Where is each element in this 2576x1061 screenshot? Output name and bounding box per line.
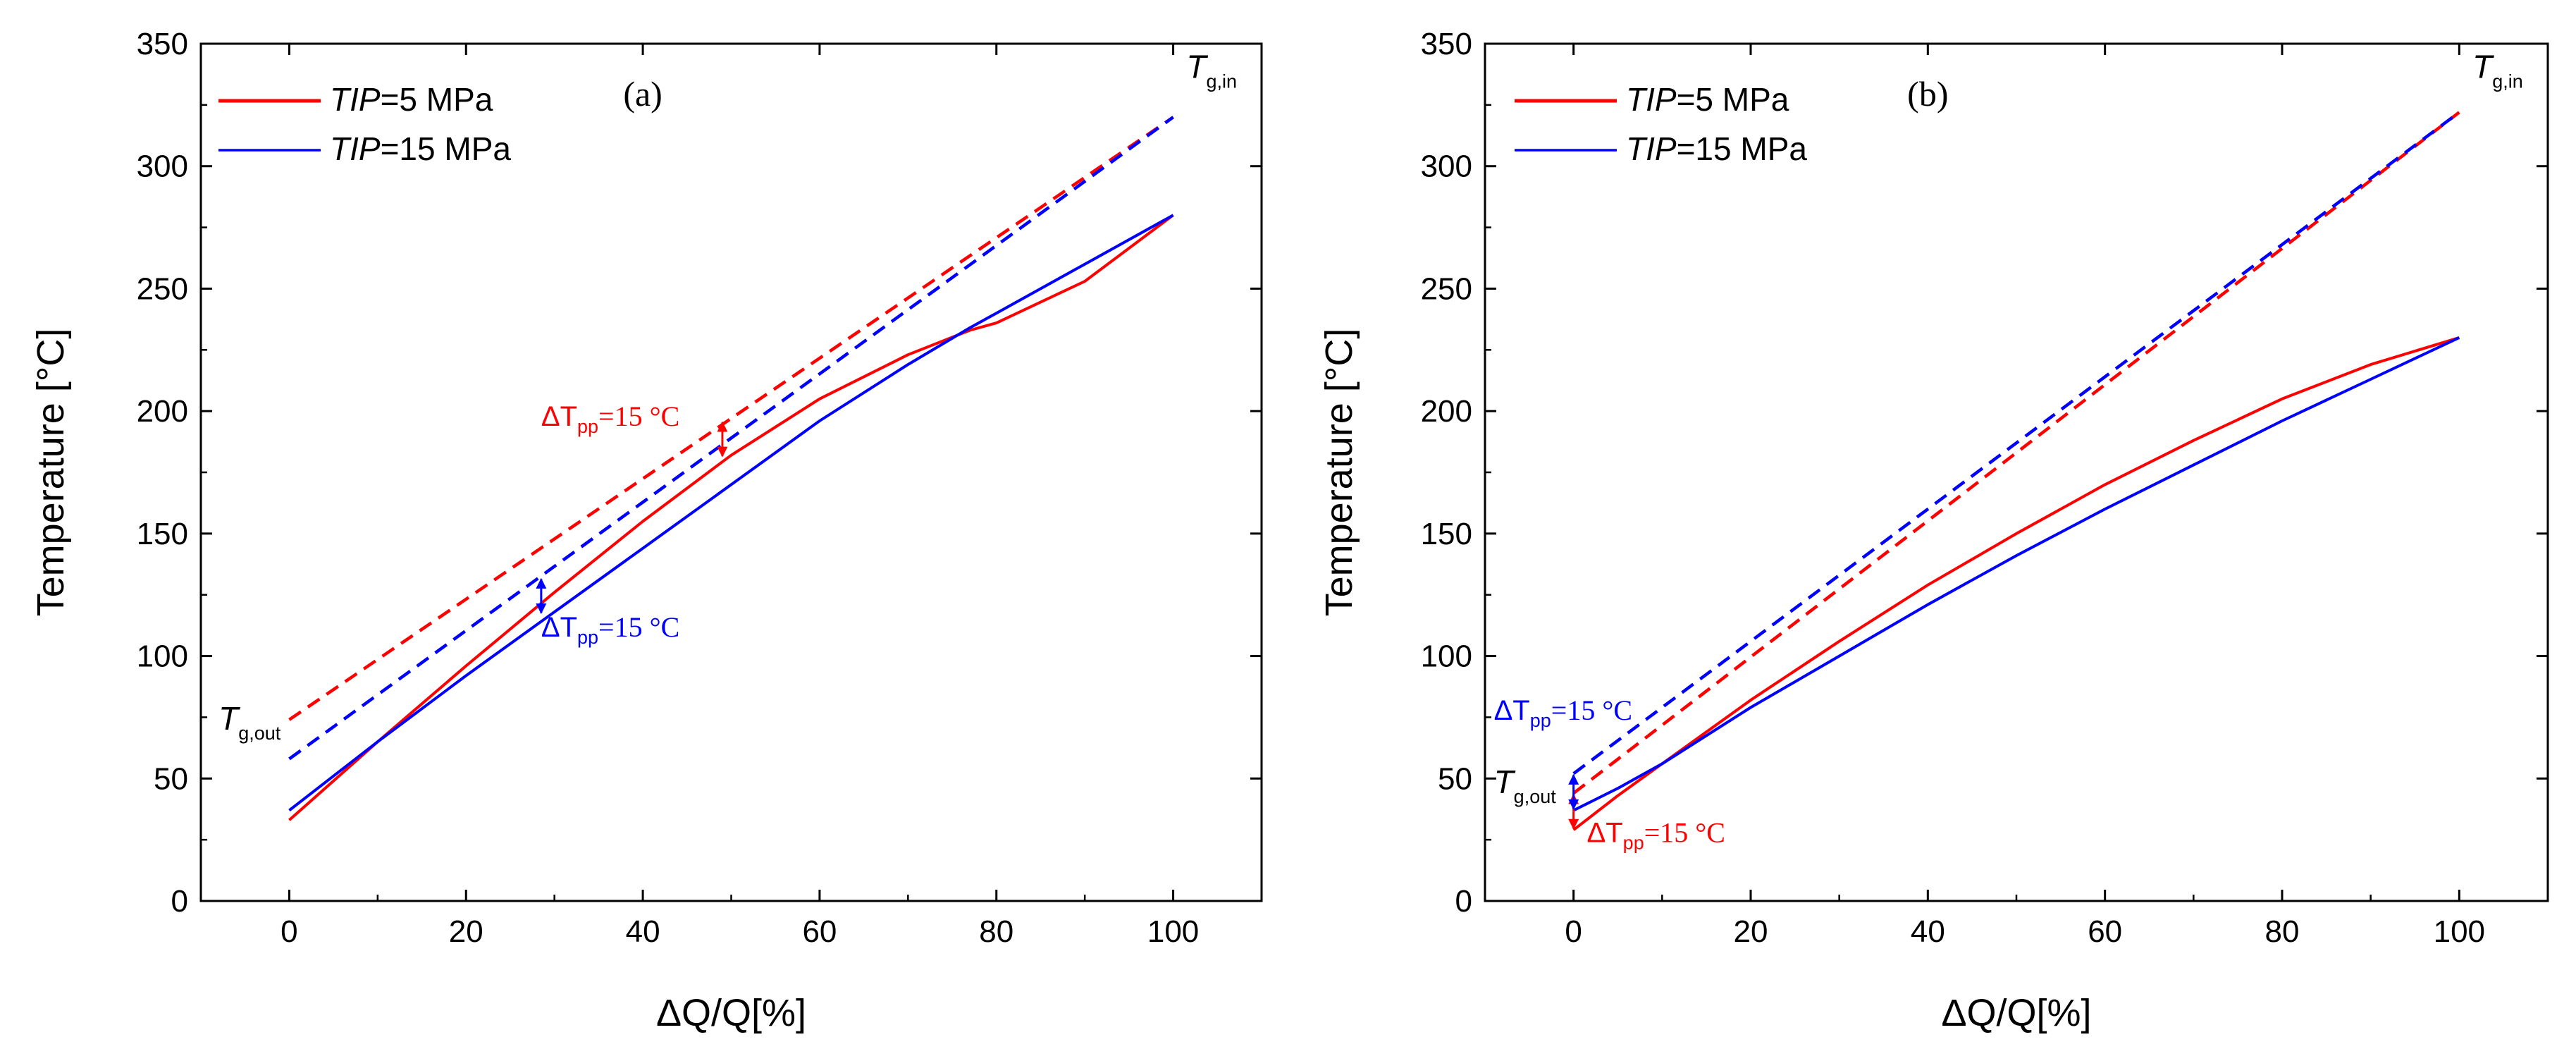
gas-outlet-label: Tg,out xyxy=(1494,763,1557,807)
pinch-label-blue: ΔTpp=15 °C xyxy=(541,611,679,648)
x-tick-label: 20 xyxy=(449,914,483,949)
pinch-label-blue: ΔTpp=15 °C xyxy=(1494,694,1632,731)
y-tick-label: 0 xyxy=(171,884,188,919)
y-tick-label: 350 xyxy=(1421,27,1472,61)
legend-label: TIP=5 MPa xyxy=(1626,81,1789,118)
x-tick-label: 0 xyxy=(1565,914,1582,949)
series-line-fluid-1 xyxy=(288,214,1174,812)
y-tick-label: 50 xyxy=(154,761,188,796)
gas-inlet-label: Tg,in xyxy=(2472,49,2523,92)
series-line-gas-3 xyxy=(288,116,1174,761)
series-line-fluid-1 xyxy=(1572,336,2460,812)
series-line-fluid-0 xyxy=(1572,336,2460,831)
x-tick-label: 60 xyxy=(802,914,837,949)
y-tick-label: 300 xyxy=(137,149,188,184)
pinch-label-red: ΔTpp=15 °C xyxy=(541,400,679,437)
gas-inlet-label: Tg,in xyxy=(1186,49,1237,92)
x-tick-label: 100 xyxy=(2434,914,2485,949)
chart-panel-b: 0 20 40 60 80 100 0 50 100 150 200 250 300 350 ΔQ/Q[%]… xyxy=(1318,27,2549,1034)
y-tick-label: 350 xyxy=(137,27,188,61)
panel-label: (b) xyxy=(1907,74,1948,114)
x-axis-title: ΔQ/Q[%] xyxy=(1941,992,2091,1034)
y-axis-title: Temperature [°C] xyxy=(1318,329,1360,617)
series-line-gas-2 xyxy=(288,116,1174,721)
y-tick-label: 50 xyxy=(1438,761,1472,796)
y-tick-label: 150 xyxy=(1421,517,1472,551)
x-tick-label: 80 xyxy=(2265,914,2300,949)
x-tick-label: 40 xyxy=(626,914,660,949)
legend-label: TIP=5 MPa xyxy=(330,81,493,118)
x-tick-label: 0 xyxy=(281,914,297,949)
y-tick-label: 250 xyxy=(1421,271,1472,306)
y-tick-label: 200 xyxy=(137,394,188,429)
plot-frame xyxy=(199,42,1263,902)
gas-outlet-label: Tg,out xyxy=(218,700,281,744)
x-tick-label: 20 xyxy=(1734,914,1768,949)
y-tick-label: 100 xyxy=(1421,639,1472,674)
y-tick-label: 100 xyxy=(137,639,188,674)
y-tick-label: 300 xyxy=(1421,149,1472,184)
y-tick-label: 200 xyxy=(1421,394,1472,429)
y-tick-label: 150 xyxy=(137,517,188,551)
x-tick-label: 40 xyxy=(1911,914,1945,949)
x-tick-label: 60 xyxy=(2088,914,2122,949)
x-axis-title: ΔQ/Q[%] xyxy=(656,992,806,1034)
y-axis-title: Temperature [°C] xyxy=(30,329,72,617)
legend-label: TIP=15 MPa xyxy=(330,130,511,167)
y-tick-label: 0 xyxy=(1455,884,1472,919)
pinch-label-red: ΔTpp=15 °C xyxy=(1587,817,1725,854)
x-tick-label: 80 xyxy=(979,914,1013,949)
series-line-gas-3 xyxy=(1572,111,2460,775)
series-line-gas-2 xyxy=(1572,111,2460,795)
series-line-fluid-0 xyxy=(288,214,1174,821)
panel-label: (a) xyxy=(623,74,663,114)
y-tick-label: 250 xyxy=(137,271,188,306)
chart-panel-a: 0 20 40 60 80 100 0 50 100 150 200 250 300 350 ΔQ/Q[%]… xyxy=(30,27,1263,1034)
x-tick-label: 100 xyxy=(1147,914,1199,949)
legend-label: TIP=15 MPa xyxy=(1626,130,1807,167)
